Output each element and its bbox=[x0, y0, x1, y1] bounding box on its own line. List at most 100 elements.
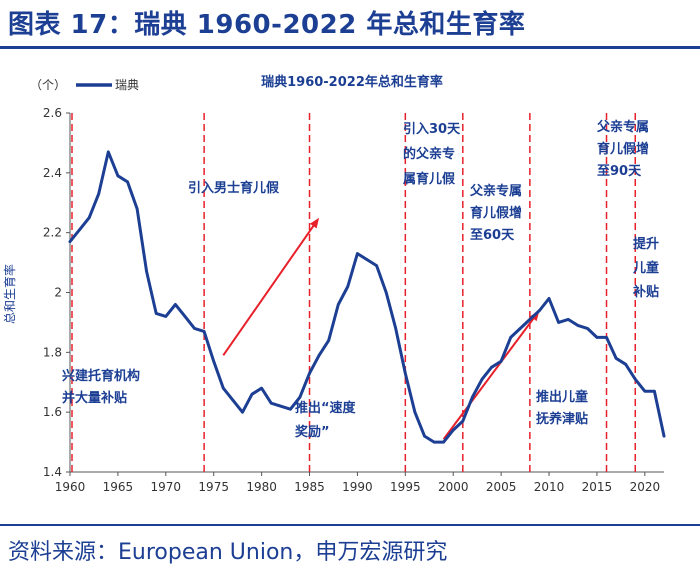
y-tick-label: 1.4 bbox=[43, 465, 62, 479]
annotation-a2019-line-1: 提升 bbox=[633, 236, 659, 252]
annotation-a2019-line-2: 儿童 bbox=[632, 260, 659, 276]
title-divider bbox=[0, 46, 700, 49]
data-point-2010 bbox=[547, 297, 551, 300]
data-point-1989 bbox=[346, 285, 350, 288]
policy-annotations: 兴建托育机构并大量补贴引入男士育儿假推出“速度奖励”引入30天的父亲专属育儿假父… bbox=[62, 119, 659, 440]
y-axis-label: 总和生育率 bbox=[2, 264, 17, 324]
data-point-2002 bbox=[471, 395, 474, 399]
trend-arrow-head-1 bbox=[309, 217, 320, 229]
data-point-2007 bbox=[518, 327, 522, 330]
annotation-a2016-line-3: 至90天 bbox=[597, 164, 642, 179]
data-point-2022 bbox=[662, 434, 666, 438]
data-point-1967 bbox=[135, 207, 139, 211]
annotation-a2019-line-3: 补贴 bbox=[632, 284, 659, 300]
data-point-2017 bbox=[614, 357, 618, 360]
data-point-1981 bbox=[269, 401, 273, 405]
data-point-1963 bbox=[97, 192, 101, 196]
data-point-1997 bbox=[423, 434, 426, 438]
x-tick-label: 1980 bbox=[246, 480, 277, 494]
data-point-1970 bbox=[164, 315, 168, 318]
data-point-1961 bbox=[78, 228, 81, 231]
data-point-2004 bbox=[490, 365, 493, 369]
data-point-1972 bbox=[183, 315, 187, 318]
data-point-2014 bbox=[586, 327, 589, 330]
x-tick-label: 1965 bbox=[103, 480, 134, 494]
data-point-2009 bbox=[538, 309, 541, 312]
annotation-a1995-line-3: 属育儿假 bbox=[403, 171, 456, 187]
data-point-1999 bbox=[442, 440, 445, 444]
data-point-2000 bbox=[451, 428, 455, 432]
data-point-1984 bbox=[298, 395, 302, 399]
legend-label: 瑞典 bbox=[115, 78, 139, 92]
data-point-1976 bbox=[221, 386, 225, 390]
data-point-1988 bbox=[336, 303, 340, 306]
data-point-1994 bbox=[394, 327, 398, 330]
data-point-1982 bbox=[279, 404, 283, 408]
x-tick-label: 1990 bbox=[342, 480, 373, 494]
data-point-2018 bbox=[624, 363, 627, 366]
series-points bbox=[68, 150, 666, 444]
annotation-a1985-line-1: 推出“速度 bbox=[295, 400, 357, 416]
data-point-2015 bbox=[595, 336, 599, 339]
annotation-a2008-line-2: 抚养津贴 bbox=[536, 411, 588, 427]
data-point-1968 bbox=[145, 270, 148, 273]
y-tick-label: 2.4 bbox=[43, 166, 62, 180]
data-point-1993 bbox=[384, 291, 388, 294]
data-point-2019 bbox=[633, 377, 637, 381]
data-point-1977 bbox=[231, 398, 235, 402]
trend-arrow-shaft-2 bbox=[442, 316, 535, 440]
data-point-2008 bbox=[528, 318, 532, 321]
data-point-2020 bbox=[643, 389, 647, 393]
data-point-2013 bbox=[576, 324, 580, 327]
annotation-a1995-line-1: 引入30天 bbox=[403, 122, 461, 137]
data-point-2005 bbox=[499, 360, 503, 363]
annotation-a1960-line-2: 并大量补贴 bbox=[62, 390, 127, 406]
x-tick-label: 2000 bbox=[438, 480, 469, 494]
source-divider bbox=[0, 524, 700, 526]
trend-arrow-shaft-1 bbox=[222, 224, 315, 356]
annotation-a1995-line-2: 的父亲专 bbox=[403, 146, 455, 162]
y-tick-label: 2 bbox=[54, 286, 62, 300]
x-tick-label: 1970 bbox=[151, 480, 182, 494]
data-point-1965 bbox=[116, 174, 120, 178]
data-point-2003 bbox=[480, 377, 484, 381]
data-point-2006 bbox=[509, 336, 513, 339]
y-tick-label: 2.2 bbox=[43, 226, 62, 240]
data-point-1969 bbox=[154, 312, 158, 315]
data-point-1979 bbox=[250, 392, 254, 396]
line-chart: 瑞典1960-2022年总和生育率 （个） 瑞典 总和生育率 1.4 1.6 1.8… bbox=[2, 74, 666, 494]
data-point-1966 bbox=[126, 180, 129, 184]
data-point-2011 bbox=[557, 321, 560, 324]
data-point-1992 bbox=[375, 264, 378, 267]
data-point-1978 bbox=[241, 410, 244, 414]
data-point-1973 bbox=[193, 327, 196, 330]
data-point-1983 bbox=[289, 407, 292, 411]
x-tick-label: 2005 bbox=[486, 480, 517, 494]
source-note: 资料来源：European Union，申万宏源研究 bbox=[8, 540, 448, 565]
annotation-a1985-line-2: 奖励” bbox=[295, 424, 330, 440]
data-point-1990 bbox=[356, 252, 359, 255]
data-point-1980 bbox=[260, 386, 263, 390]
figure-title: 图表 17：瑞典 1960-2022 年总和生育率 bbox=[8, 10, 526, 40]
data-point-1987 bbox=[327, 339, 330, 342]
data-point-2016 bbox=[605, 336, 608, 339]
data-point-2021 bbox=[653, 389, 656, 393]
annotation-a2001-line-1: 父亲专属 bbox=[469, 183, 522, 199]
data-point-1974 bbox=[202, 330, 206, 333]
annotation-a2016-line-1: 父亲专属 bbox=[596, 119, 649, 135]
annotation-a2001-line-3: 至60天 bbox=[470, 228, 515, 243]
data-point-1971 bbox=[174, 303, 177, 306]
y-tick-label: 1.6 bbox=[43, 405, 62, 419]
chart-title: 瑞典1960-2022年总和生育率 bbox=[261, 74, 443, 90]
trend-arrows bbox=[222, 217, 540, 440]
event-lines bbox=[71, 113, 637, 472]
data-point-1991 bbox=[365, 258, 369, 261]
annotation-a2001-line-2: 育儿假增 bbox=[470, 205, 522, 221]
x-tick-label: 2010 bbox=[534, 480, 565, 494]
y-tick-label: 1.8 bbox=[43, 345, 62, 359]
annotation-a2016-line-2: 育儿假增 bbox=[597, 141, 649, 157]
y-unit-label: （个） bbox=[30, 78, 66, 92]
x-tick-label: 1985 bbox=[294, 480, 325, 494]
axis-ticks: 1.4 1.6 1.8 2 2.2 2.4 2.6 1960 1965 1970 1975 1980 1… bbox=[43, 106, 660, 494]
x-tick-label: 1975 bbox=[198, 480, 229, 494]
